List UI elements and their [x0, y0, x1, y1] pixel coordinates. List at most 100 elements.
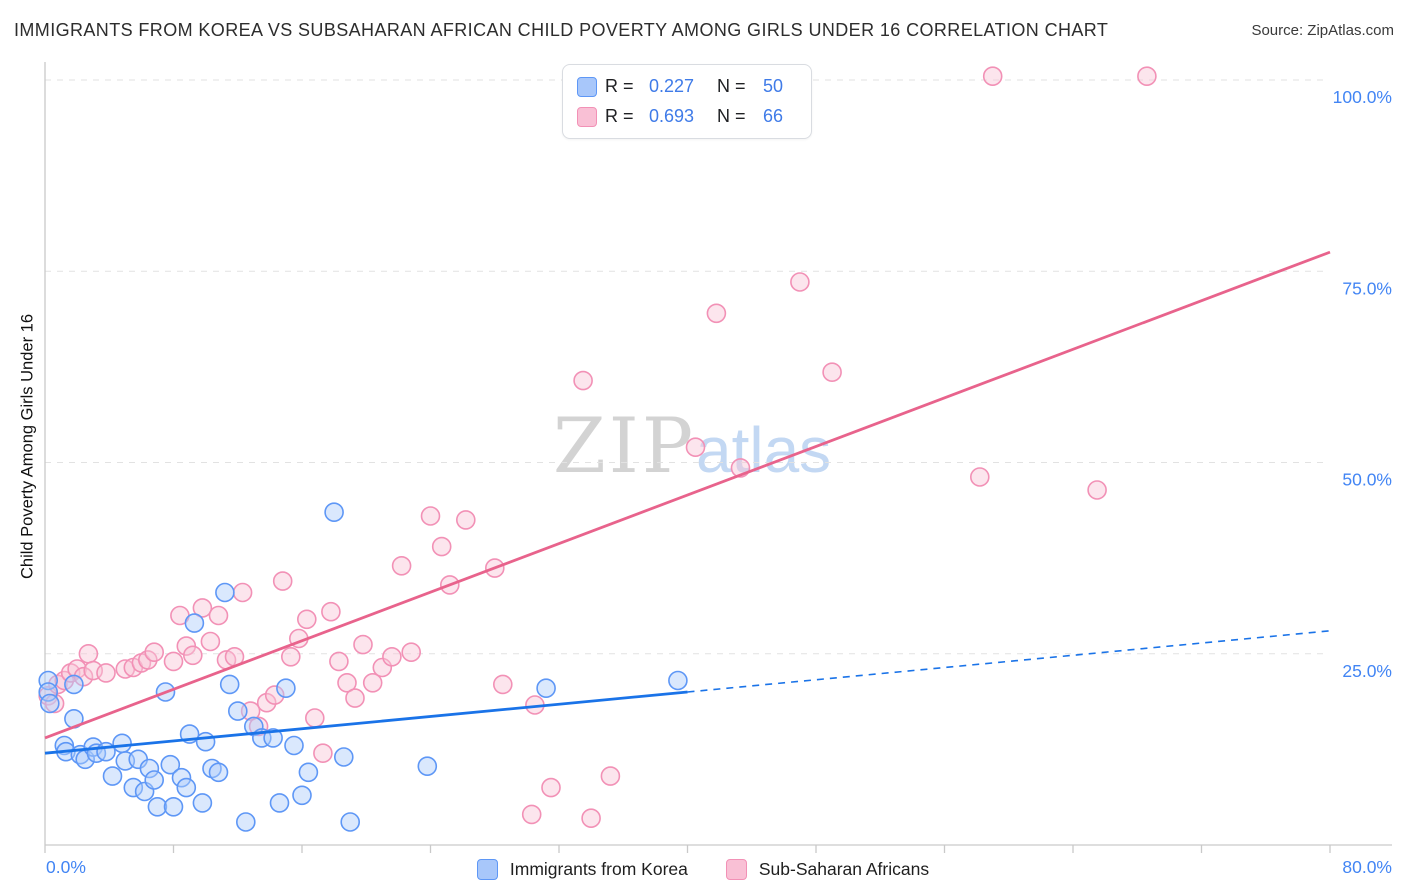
point-korea [536, 678, 556, 699]
korea-swatch-icon [577, 76, 597, 97]
legend-row-korea: R = 0.227 N = 50 [577, 76, 793, 97]
africa-n-value: 66 [763, 106, 784, 126]
point-africa [163, 651, 184, 672]
point-africa [541, 777, 561, 798]
point-africa [44, 693, 65, 714]
point-africa [96, 663, 116, 683]
legend-row-africa: R = 0.693 N = 66 [577, 106, 793, 127]
point-korea [276, 678, 296, 699]
africa-swatch-icon [577, 106, 597, 127]
point-africa [280, 646, 301, 667]
africa-r-label: R = [605, 106, 634, 126]
point-africa [232, 582, 253, 603]
point-africa [573, 370, 593, 391]
point-africa [822, 362, 842, 383]
point-korea [160, 754, 181, 775]
point-korea [219, 674, 240, 695]
point-korea [144, 770, 164, 790]
point-africa [304, 708, 325, 728]
correlation-legend-box: R = 0.227 N = 50 R = 0.693 N = 66 [562, 64, 812, 139]
point-africa [391, 555, 412, 576]
point-africa [600, 766, 621, 786]
point-africa [982, 66, 1003, 86]
point-africa [321, 601, 341, 622]
point-korea [228, 701, 248, 721]
source-label: Source: ZipAtlas.com [1251, 22, 1394, 39]
point-africa [192, 598, 213, 618]
point-africa [337, 672, 357, 693]
point-korea [208, 762, 229, 783]
x-axis-min-label: 0.0% [46, 857, 86, 877]
point-africa [183, 645, 203, 666]
point-korea [236, 812, 256, 832]
point-africa [492, 674, 513, 695]
point-africa [420, 506, 441, 526]
korea-r-value: 0.227 [649, 76, 695, 96]
point-africa [401, 642, 422, 663]
bottom-legend: Immigrants from Korea Sub-Saharan Africa… [0, 859, 1406, 880]
point-korea [184, 613, 205, 633]
point-africa [272, 571, 293, 591]
y-tick-label: 25.0% [1342, 661, 1392, 681]
chart-title: IMMIGRANTS FROM KOREA VS SUBSAHARAN AFRI… [14, 20, 1109, 40]
trend-line-africa [44, 250, 1331, 740]
point-korea [269, 793, 290, 813]
point-africa [790, 272, 810, 292]
korea-n-value: 50 [763, 76, 784, 96]
y-tick-label: 50.0% [1342, 470, 1392, 490]
point-africa [208, 605, 229, 626]
point-africa [1087, 480, 1107, 500]
point-africa [1137, 66, 1157, 86]
africa-legend-label: Sub-Saharan Africans [758, 859, 930, 879]
point-africa [345, 688, 365, 708]
point-africa [521, 804, 542, 825]
point-korea [39, 693, 60, 714]
watermark-zip: ZIP [553, 401, 696, 490]
point-africa [138, 650, 158, 670]
y-tick-label: 100.0% [1333, 87, 1392, 107]
point-africa [296, 609, 317, 630]
point-africa [144, 642, 164, 663]
point-africa [581, 808, 601, 829]
point-korea [195, 731, 216, 752]
point-korea [215, 582, 235, 603]
point-korea [324, 502, 344, 523]
point-africa [313, 743, 333, 764]
point-korea [284, 735, 304, 756]
point-africa [248, 716, 269, 737]
point-korea [64, 674, 84, 695]
point-korea [340, 812, 361, 832]
point-korea [176, 777, 197, 798]
korea-n-label: N = [717, 76, 746, 96]
point-korea [147, 796, 168, 817]
x-axis-max-label: 80.0% [1342, 857, 1392, 877]
point-africa [329, 651, 349, 672]
point-africa [685, 437, 706, 458]
point-africa [200, 631, 221, 652]
point-africa [78, 643, 99, 664]
point-korea [163, 796, 184, 817]
trend-line-dashed-korea [687, 630, 1331, 693]
point-korea [298, 762, 319, 783]
point-korea [263, 728, 283, 748]
africa-n-label: N = [717, 106, 746, 126]
point-africa [382, 646, 402, 667]
point-korea [668, 670, 688, 691]
korea-legend-swatch-icon [476, 859, 498, 880]
africa-legend-swatch-icon [725, 859, 747, 880]
point-africa [431, 536, 452, 557]
y-tick-label: 75.0% [1342, 278, 1392, 298]
point-africa [969, 467, 990, 487]
trend-line-korea [44, 690, 688, 755]
point-africa [67, 659, 87, 679]
point-korea [417, 756, 438, 777]
point-africa [455, 510, 476, 530]
point-africa [54, 670, 75, 691]
point-korea [333, 747, 354, 767]
point-korea [112, 733, 132, 754]
bottom-legend-korea: Immigrants from Korea [476, 859, 688, 880]
y-axis-label: Child Poverty Among Girls Under 16 [18, 313, 37, 580]
point-africa [706, 303, 727, 324]
point-africa [264, 685, 285, 705]
